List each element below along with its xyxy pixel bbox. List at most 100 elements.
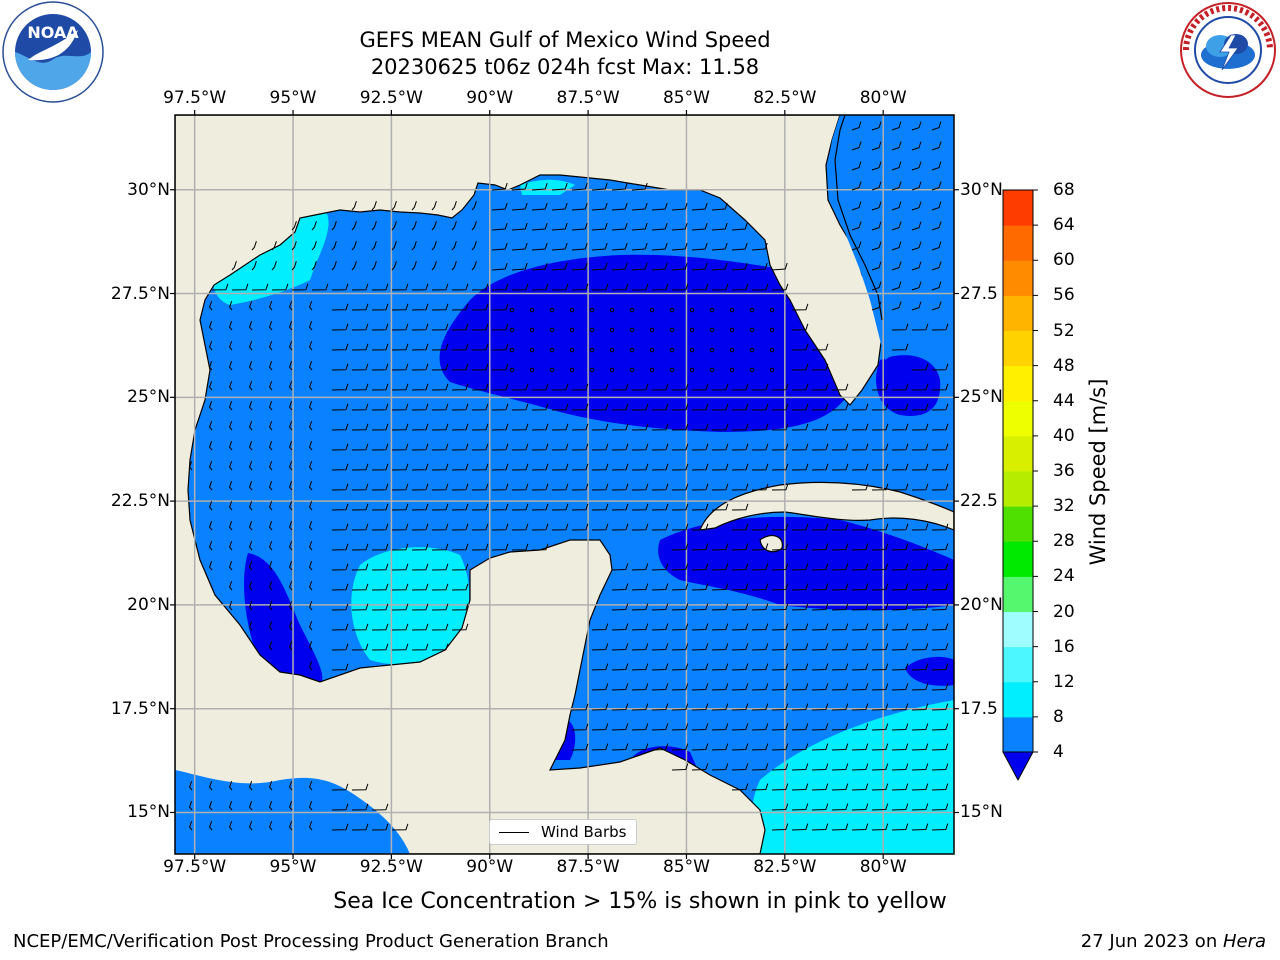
wind-barb <box>911 423 929 431</box>
wind-barb <box>911 281 922 291</box>
lon-label-top: 85°W <box>662 88 710 108</box>
wind-barb <box>309 421 313 431</box>
wind-barb <box>571 443 589 451</box>
wind-barb <box>269 321 273 331</box>
wind-barb <box>871 241 882 251</box>
wind-barb <box>331 623 349 631</box>
wind-barb <box>471 503 489 511</box>
calm-marker <box>629 327 635 333</box>
wind-barb <box>331 783 349 791</box>
wind-barb <box>691 242 708 251</box>
wind-barb <box>731 583 749 591</box>
wind-barb <box>831 723 849 731</box>
wind-barb <box>249 401 253 411</box>
wind-barb <box>911 663 929 671</box>
wind-barb <box>791 523 809 531</box>
calm-marker <box>649 347 655 353</box>
wind-barb <box>791 643 809 651</box>
wind-barb <box>351 783 369 791</box>
wind-barb <box>391 523 409 531</box>
wind-barb <box>411 383 429 391</box>
wind-barb <box>351 643 369 651</box>
wind-barb <box>771 803 789 811</box>
wind-barb <box>791 763 809 771</box>
wind-barb <box>751 262 768 271</box>
colorbar-tick-label: 44 <box>1053 390 1075 411</box>
wind-barb <box>269 461 273 471</box>
wind-barb <box>691 222 708 231</box>
wind-barb <box>671 463 689 471</box>
wind-barb <box>269 381 273 391</box>
wind-barb <box>229 461 233 471</box>
wind-barb <box>771 543 789 551</box>
wind-barb <box>351 443 369 451</box>
wind-barb <box>931 363 949 371</box>
wind-barb <box>711 242 728 251</box>
wind-barb <box>711 543 729 551</box>
wind-barb <box>871 141 882 151</box>
wind-barb <box>311 283 329 291</box>
calm-marker <box>729 307 735 313</box>
wind-barb <box>651 283 669 291</box>
wind-barb <box>831 663 849 671</box>
wind-barb <box>551 222 568 231</box>
calm-marker <box>509 307 515 313</box>
wind-barb <box>351 403 369 411</box>
wind-barb <box>911 181 922 191</box>
wind-barb <box>531 463 549 471</box>
wind-barb <box>209 821 213 831</box>
wind-barb <box>229 301 233 311</box>
wind-barb <box>871 221 882 231</box>
wind-barb <box>851 763 869 771</box>
wind-barb <box>631 723 649 731</box>
wind-barb <box>351 543 369 551</box>
wind-barb <box>371 241 377 251</box>
wind-barb <box>591 242 608 251</box>
wind-barb <box>791 423 809 431</box>
wind-barb <box>491 523 509 531</box>
wind-barb <box>551 463 569 471</box>
wind-barb <box>371 523 389 531</box>
wind-barb <box>891 221 902 231</box>
wind-barb <box>871 201 882 211</box>
wind-barb <box>631 423 649 431</box>
wind-barb <box>331 383 349 391</box>
wind-barb <box>931 423 949 431</box>
wind-barb <box>771 283 789 291</box>
wind-barb <box>871 301 882 311</box>
calm-region-caribbean-east <box>905 656 954 686</box>
wind-barb <box>911 383 929 391</box>
wind-barb <box>871 703 889 711</box>
wind-barb <box>351 583 369 591</box>
wind-barb <box>351 803 369 811</box>
wind-barb <box>531 543 549 551</box>
wind-barb <box>831 383 849 391</box>
wind-barb <box>431 241 437 251</box>
wind-barb <box>751 783 769 791</box>
wind-barb <box>431 363 449 371</box>
wind-barb <box>451 283 469 291</box>
wind-barb <box>831 783 849 791</box>
wind-barb <box>911 643 929 651</box>
wind-barb <box>831 683 849 691</box>
wind-barb <box>811 703 829 711</box>
calm-marker <box>609 327 615 333</box>
wind-barb <box>269 541 273 551</box>
wind-barb <box>851 583 869 591</box>
wind-barb <box>651 643 669 651</box>
wind-barb <box>891 121 902 131</box>
wind-barb <box>611 383 629 391</box>
wind-barb <box>891 563 909 571</box>
wind-barb <box>671 683 689 691</box>
wind-barb <box>831 523 849 531</box>
wind-barb <box>431 463 449 471</box>
calm-marker <box>729 367 735 373</box>
wind-barb <box>771 603 789 611</box>
wind-barb <box>471 241 477 251</box>
calm-marker <box>689 367 695 373</box>
wind-barb <box>209 541 213 551</box>
wind-barb <box>751 423 769 431</box>
wind-barb <box>249 341 253 351</box>
wind-barb <box>411 543 429 551</box>
lon-label-bottom: 97.5°W <box>163 857 227 877</box>
